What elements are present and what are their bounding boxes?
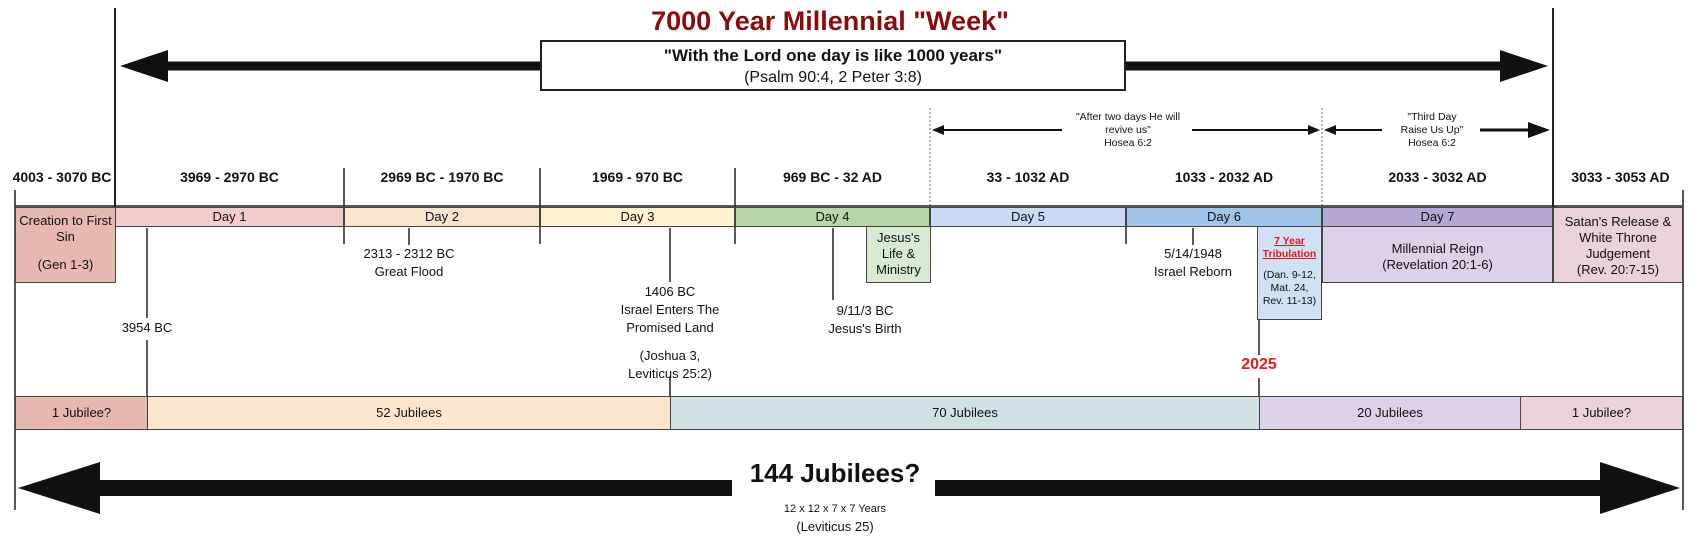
chart-title: 7000 Year Millennial "Week" [651, 6, 1009, 36]
header-period-1: 3969 - 2970 BC [180, 169, 279, 185]
hosea-two-days-label: "After two days He will revive us" Hosea… [1075, 111, 1181, 149]
creation-box: Creation to First Sin (Gen 1-3) [15, 207, 116, 283]
top-arrow-right-head [1500, 50, 1548, 82]
hosea-third-day-label: "Third Day Raise Us Up" Hosea 6:2 [1400, 111, 1464, 149]
jubilee-segment-1: 1 Jubilee? [15, 396, 148, 430]
hosea-two-days-arrow-right [1308, 125, 1320, 135]
total-jubilees-title: 144 Jubilees? [749, 458, 921, 488]
tribulation-box: 7 Year Tribulation (Dan. 9-12, Mat. 24, … [1257, 226, 1322, 320]
jubilee-segment-final: 1 Jubilee? [1520, 396, 1683, 430]
jubilee-segment-70: 70 Jubilees [670, 396, 1260, 430]
day-5: Day 5 [930, 207, 1126, 227]
jubilee-segment-52: 52 Jubilees [147, 396, 671, 430]
header-period-8: 3033 - 3053 AD [1571, 169, 1670, 185]
quote-box: "With the Lord one day is like 1000 year… [540, 40, 1126, 91]
header-period-6: 1033 - 2032 AD [1174, 169, 1274, 185]
quote-ref: (Psalm 90:4, 2 Peter 3:8) [744, 69, 922, 86]
header-period-7: 2033 - 3032 AD [1388, 169, 1487, 185]
jubilee-formula: 12 x 12 x 7 x 7 Years [783, 503, 887, 515]
event-israel-enters: 1406 BC Israel Enters The Promised Land … [620, 284, 720, 381]
jesus-ministry-box: Jesus's Life & Ministry [866, 226, 931, 283]
hosea-two-days-arrow-left [932, 125, 944, 135]
day-1: Day 1 [115, 207, 344, 227]
quote-main: "With the Lord one day is like 1000 year… [663, 46, 1003, 65]
event-great-flood: 2313 - 2312 BC Great Flood [363, 246, 455, 279]
day-4: Day 4 [735, 207, 930, 227]
bottom-arrow-left-head [18, 462, 100, 514]
millennial-reign-box: Millennial Reign (Revelation 20:1-6) [1322, 226, 1553, 283]
day-2: Day 2 [344, 207, 540, 227]
hosea-third-day-arrow-left [1324, 125, 1336, 135]
header-period-4: 969 BC - 32 AD [782, 169, 883, 185]
day-3: Day 3 [540, 207, 735, 227]
year-2025-label: 2025 [1241, 356, 1277, 373]
jubilee-segment-20: 20 Jubilees [1259, 396, 1521, 430]
jubilee-formula-ref: (Leviticus 25) [796, 519, 874, 534]
event-israel-reborn: 5/14/1948 Israel Reborn [1153, 246, 1233, 279]
event-3954-bc: 3954 BC [121, 320, 173, 335]
day-7: Day 7 [1322, 207, 1553, 227]
bottom-arrow-right-head [1600, 462, 1680, 514]
event-jesus-birth: 9/11/3 BC Jesus's Birth [828, 303, 902, 336]
top-arrow-left-head [120, 50, 168, 82]
hosea-third-day-arrow-right [1528, 122, 1550, 138]
satan-release-box: Satan's Release & White Throne Judgement… [1553, 207, 1683, 283]
header-period-5: 33 - 1032 AD [986, 169, 1070, 185]
header-period-3: 1969 - 970 BC [591, 169, 684, 185]
header-period-0: 4003 - 3070 BC [12, 169, 112, 185]
day-6: Day 6 [1126, 207, 1322, 227]
header-period-2: 2969 BC - 1970 BC [380, 169, 504, 185]
